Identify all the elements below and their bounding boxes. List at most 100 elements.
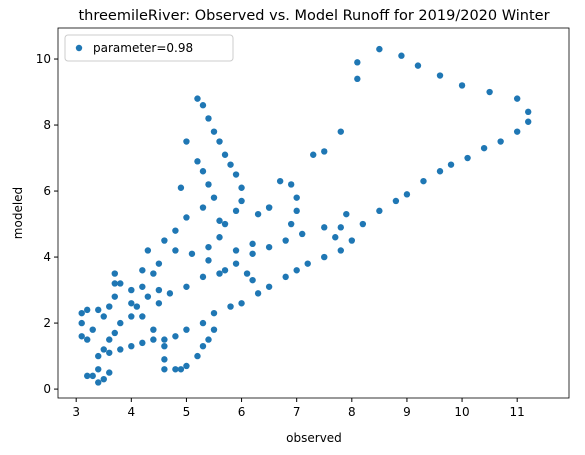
x-tick-label: 8 bbox=[348, 405, 356, 419]
point bbox=[354, 75, 361, 83]
point bbox=[458, 82, 466, 89]
point bbox=[205, 336, 212, 343]
x-tick-label: 6 bbox=[238, 405, 246, 419]
point bbox=[249, 276, 256, 284]
point bbox=[100, 346, 107, 353]
point bbox=[216, 217, 223, 224]
point bbox=[359, 220, 367, 228]
point bbox=[232, 207, 240, 215]
point bbox=[321, 253, 328, 261]
x-tick-label: 11 bbox=[510, 405, 525, 419]
point bbox=[183, 138, 190, 145]
point bbox=[155, 300, 163, 307]
point bbox=[238, 184, 245, 191]
point bbox=[139, 283, 146, 290]
point bbox=[166, 290, 174, 297]
point bbox=[227, 161, 234, 168]
point bbox=[343, 210, 350, 218]
point bbox=[238, 300, 245, 307]
point bbox=[464, 154, 471, 162]
point bbox=[210, 128, 218, 135]
point bbox=[155, 260, 163, 267]
point bbox=[172, 366, 179, 373]
point bbox=[100, 313, 107, 320]
point bbox=[304, 260, 311, 267]
point bbox=[376, 45, 383, 53]
point bbox=[194, 95, 201, 102]
point bbox=[210, 326, 218, 333]
point bbox=[337, 224, 344, 231]
y-tick-label: 0 bbox=[43, 382, 51, 396]
point bbox=[447, 161, 455, 168]
point bbox=[282, 273, 289, 281]
point bbox=[128, 300, 135, 307]
point bbox=[403, 191, 411, 198]
point bbox=[128, 286, 135, 294]
point bbox=[194, 352, 201, 360]
y-tick-label: 6 bbox=[43, 184, 51, 198]
y-tick-label: 2 bbox=[43, 316, 51, 330]
point bbox=[232, 260, 240, 267]
point bbox=[337, 128, 344, 135]
point bbox=[161, 366, 168, 373]
point bbox=[486, 88, 493, 96]
point bbox=[216, 234, 223, 241]
point bbox=[117, 319, 124, 327]
point bbox=[155, 286, 163, 294]
x-tick-label: 10 bbox=[454, 405, 469, 419]
point bbox=[287, 220, 295, 228]
point bbox=[210, 194, 218, 201]
x-tick-label: 5 bbox=[183, 405, 191, 419]
point bbox=[525, 118, 532, 125]
point bbox=[221, 151, 229, 158]
point bbox=[111, 280, 118, 287]
point bbox=[183, 326, 190, 333]
point bbox=[183, 362, 190, 370]
point bbox=[376, 207, 383, 215]
point bbox=[497, 138, 504, 145]
point bbox=[414, 62, 422, 69]
point bbox=[332, 234, 339, 241]
point bbox=[265, 243, 273, 251]
legend-label: parameter=0.98 bbox=[93, 41, 193, 55]
point bbox=[321, 224, 328, 231]
point bbox=[161, 342, 168, 350]
point bbox=[321, 148, 328, 155]
point bbox=[188, 250, 196, 257]
point bbox=[282, 237, 289, 244]
point bbox=[150, 326, 157, 333]
point bbox=[111, 329, 118, 337]
point bbox=[249, 250, 256, 257]
point bbox=[243, 270, 251, 277]
x-axis-label: observed bbox=[286, 431, 342, 445]
point bbox=[205, 257, 212, 264]
point bbox=[183, 214, 190, 221]
point bbox=[100, 375, 107, 383]
point bbox=[172, 247, 179, 254]
point bbox=[265, 283, 273, 290]
point bbox=[293, 267, 300, 274]
y-tick-label: 10 bbox=[36, 52, 51, 66]
point bbox=[150, 270, 157, 277]
point bbox=[293, 194, 300, 201]
point bbox=[265, 204, 273, 211]
point bbox=[337, 247, 344, 254]
point bbox=[95, 306, 102, 314]
point bbox=[133, 303, 141, 310]
point bbox=[78, 333, 85, 340]
point bbox=[161, 336, 168, 343]
point bbox=[117, 346, 124, 353]
point bbox=[144, 293, 152, 300]
point bbox=[205, 115, 212, 122]
point bbox=[128, 313, 135, 320]
point bbox=[199, 273, 207, 281]
point bbox=[310, 151, 317, 158]
point bbox=[238, 197, 245, 205]
point bbox=[172, 333, 179, 340]
point bbox=[249, 240, 256, 248]
point bbox=[298, 230, 306, 238]
legend-marker bbox=[75, 44, 83, 52]
point bbox=[183, 283, 190, 290]
point bbox=[78, 319, 85, 327]
